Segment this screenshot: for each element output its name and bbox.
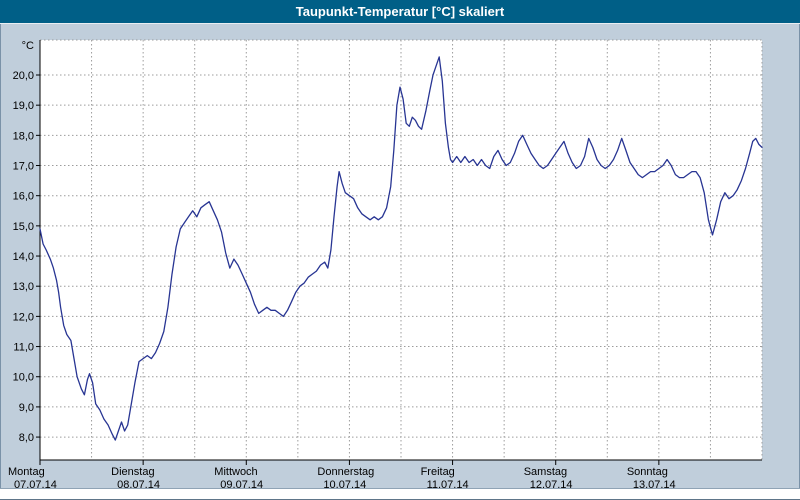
x-day-name-label: Sonntag bbox=[627, 466, 668, 478]
x-day-date-label: 13.07.14 bbox=[633, 479, 676, 488]
x-day-name-label: Montag bbox=[8, 466, 45, 478]
horizontal-scrollbar[interactable] bbox=[0, 488, 800, 500]
x-day-name-label: Freitag bbox=[421, 466, 455, 478]
y-tick-label: 10,0 bbox=[13, 372, 34, 384]
window-title: Taupunkt-Temperatur [°C] skaliert bbox=[295, 4, 505, 19]
x-day-date-label: 11.07.14 bbox=[427, 479, 469, 488]
y-axis-unit-label: °C bbox=[22, 40, 34, 52]
y-tick-label: 9,0 bbox=[19, 402, 34, 414]
x-day-date-label: 07.07.14 bbox=[14, 479, 57, 488]
x-day-date-label: 10.07.14 bbox=[323, 479, 366, 488]
title-bar: Taupunkt-Temperatur [°C] skaliert bbox=[0, 0, 800, 24]
y-tick-label: 15,0 bbox=[13, 221, 34, 233]
y-tick-label: 14,0 bbox=[13, 251, 34, 263]
x-day-date-label: 08.07.14 bbox=[117, 479, 160, 488]
x-day-name-label: Donnerstag bbox=[317, 466, 374, 478]
y-tick-label: 16,0 bbox=[13, 191, 34, 203]
y-tick-label: 13,0 bbox=[13, 281, 34, 293]
dewpoint-chart: 8,0 9,0 10,0 11,0 12,0 13,0 14,0 15,0 16,0 17,0 18… bbox=[8, 39, 763, 488]
y-tick-label: 11,0 bbox=[13, 342, 34, 354]
y-tick-label: 18,0 bbox=[13, 130, 34, 142]
x-day-name-label: Samstag bbox=[524, 466, 567, 478]
y-tick-label: 12,0 bbox=[13, 311, 34, 323]
y-tick-label: 17,0 bbox=[13, 161, 34, 173]
x-day-date-label: 12.07.14 bbox=[530, 479, 573, 488]
y-tick-label: 20,0 bbox=[13, 70, 34, 82]
series-line bbox=[39, 56, 763, 441]
plot-border bbox=[39, 39, 763, 461]
x-day-date-label: 09.07.14 bbox=[220, 479, 263, 488]
y-tick-label: 8,0 bbox=[19, 432, 34, 444]
y-tick-label: 19,0 bbox=[13, 100, 34, 112]
x-day-name-label: Mittwoch bbox=[214, 466, 257, 478]
chart-container: 8,0 9,0 10,0 11,0 12,0 13,0 14,0 15,0 16,0 17,0 18… bbox=[0, 24, 800, 488]
plot-area bbox=[40, 40, 762, 460]
x-day-name-label: Dienstag bbox=[111, 466, 154, 478]
